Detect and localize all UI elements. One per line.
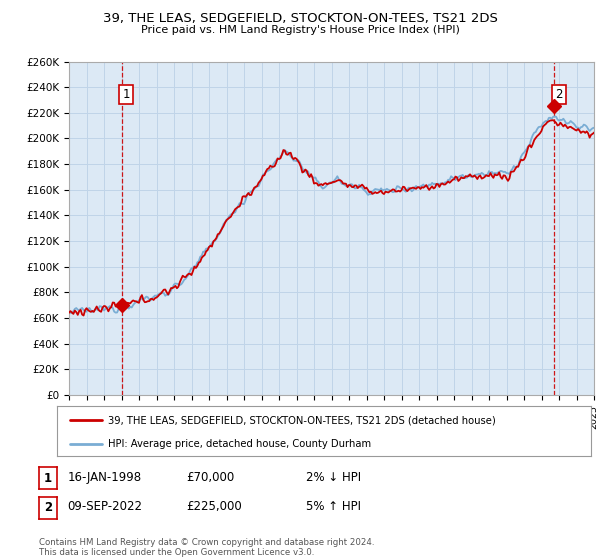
Text: 39, THE LEAS, SEDGEFIELD, STOCKTON-ON-TEES, TS21 2DS (detached house): 39, THE LEAS, SEDGEFIELD, STOCKTON-ON-TE… (108, 415, 496, 425)
Text: 5% ↑ HPI: 5% ↑ HPI (306, 500, 361, 514)
Text: 16-JAN-1998: 16-JAN-1998 (67, 470, 142, 484)
Text: 2: 2 (44, 501, 52, 515)
Text: 1: 1 (122, 88, 130, 101)
Text: HPI: Average price, detached house, County Durham: HPI: Average price, detached house, Coun… (108, 439, 371, 449)
Text: 09-SEP-2022: 09-SEP-2022 (67, 500, 142, 514)
Text: 2: 2 (556, 88, 563, 101)
Text: Contains HM Land Registry data © Crown copyright and database right 2024.
This d: Contains HM Land Registry data © Crown c… (39, 538, 374, 557)
Text: £70,000: £70,000 (186, 470, 234, 484)
Text: 39, THE LEAS, SEDGEFIELD, STOCKTON-ON-TEES, TS21 2DS: 39, THE LEAS, SEDGEFIELD, STOCKTON-ON-TE… (103, 12, 497, 25)
Text: 1: 1 (44, 472, 52, 485)
Text: 2% ↓ HPI: 2% ↓ HPI (306, 470, 361, 484)
Text: Price paid vs. HM Land Registry's House Price Index (HPI): Price paid vs. HM Land Registry's House … (140, 25, 460, 35)
Text: £225,000: £225,000 (186, 500, 242, 514)
